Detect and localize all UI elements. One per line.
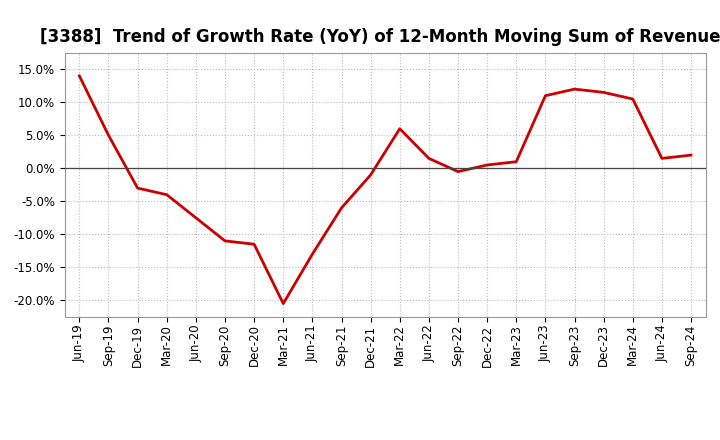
Title: [3388]  Trend of Growth Rate (YoY) of 12-Month Moving Sum of Revenues: [3388] Trend of Growth Rate (YoY) of 12-… bbox=[40, 28, 720, 46]
